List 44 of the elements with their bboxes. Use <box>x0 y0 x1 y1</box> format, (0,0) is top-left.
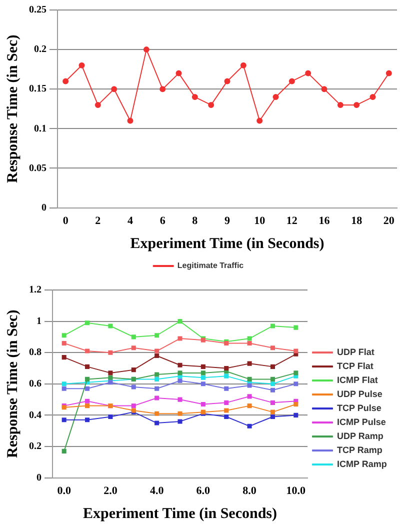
legend-label: ICMP Pulse <box>336 416 386 427</box>
y-tick-label: 0.1 <box>34 123 46 134</box>
x-tick-label: 8 <box>192 215 198 228</box>
legend-label: UDP Flat <box>336 346 374 357</box>
y-tick-label: 0 <box>36 472 42 484</box>
x-tick-label: 9 <box>224 215 230 228</box>
y-tick-label: 0 <box>42 202 46 214</box>
y-tick-label: 0.2 <box>34 44 46 56</box>
legend-label: TCP Ramp <box>336 444 383 455</box>
x-axis-title: Experiment Time (in Seconds) <box>82 506 278 522</box>
x-tick-label: 4 <box>128 215 134 228</box>
y-tick-label: 0.05 <box>29 162 46 174</box>
y-tick-label: 1.2 <box>29 284 42 296</box>
y-tick-label: 0.8 <box>29 347 42 358</box>
legend-label: UDP Ramp <box>336 430 384 441</box>
legend-label: TCP Pulse <box>336 402 382 413</box>
y-tick-label: 0.2 <box>29 441 42 452</box>
x-tick-label: 20 <box>383 215 395 228</box>
x-tick-label: 6.0 <box>196 485 211 498</box>
x-tick-label: 16 <box>318 215 330 228</box>
y-tick-label: 0.6 <box>29 378 42 390</box>
legend-label: ICMP Flat <box>336 374 378 385</box>
legend-label: TCP Flat <box>336 360 374 371</box>
y-tick-label: 0.15 <box>29 84 46 95</box>
legend-label: Legitimate Traffic <box>177 261 244 270</box>
y-tick-label: 0.25 <box>29 4 46 16</box>
y-tick-label: 1 <box>36 316 42 327</box>
x-tick-label: 0 <box>62 215 69 228</box>
legend-label: UDP Pulse <box>336 388 382 399</box>
x-tick-label: 4.0 <box>150 485 164 498</box>
x-tick-label: 12 <box>286 215 298 228</box>
x-tick-label: 10.0 <box>286 485 306 498</box>
y-axis-title: Response Time (in Sec) <box>4 310 21 458</box>
x-tick-label: 8.0 <box>242 485 257 498</box>
x-tick-label: 2 <box>95 215 102 228</box>
x-axis-title: Experiment Time (in Seconds) <box>130 236 324 252</box>
y-axis-title: Response Time (in Sec) <box>4 34 21 183</box>
y-tick-label: 0.4 <box>29 410 42 421</box>
x-tick-label: 2.0 <box>104 485 118 498</box>
x-tick-label: 6 <box>160 215 166 228</box>
x-tick-label: 0.0 <box>57 485 72 498</box>
legend-label: ICMP Ramp <box>336 458 388 469</box>
x-tick-label: 18 <box>351 215 363 228</box>
x-tick-label: 10 <box>254 215 266 228</box>
